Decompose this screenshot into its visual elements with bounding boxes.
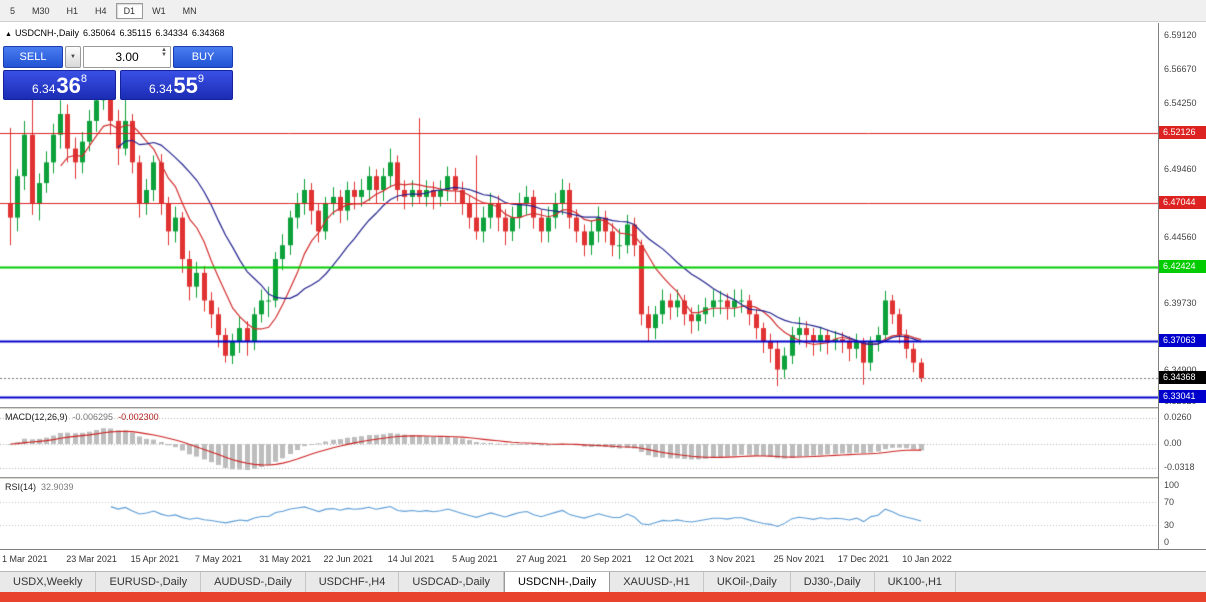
chart-tab-eurusd-daily[interactable]: EURUSD-,Daily [96, 572, 202, 592]
timeframe-button-mn[interactable]: MN [182, 5, 197, 16]
chart-tab-usdx-weekly[interactable]: USDX,Weekly [0, 572, 97, 592]
rsi-axis-label: 30 [1164, 519, 1175, 530]
ohlc-close: 6.34368 [191, 28, 225, 38]
price-axis-label: 6.54250 [1164, 97, 1197, 108]
chart-tab-xauusd-h1[interactable]: XAUUSD-,H1 [610, 572, 704, 592]
chart-tab-usdchf-h4[interactable]: USDCHF-,H4 [306, 572, 400, 592]
date-axis-label: 31 May 2021 [259, 554, 312, 564]
rsi-axis-label: 70 [1164, 497, 1175, 508]
chart-tab-usdcnh-daily[interactable]: USDCNH-,Daily [503, 572, 611, 592]
price-axis-label: 6.39730 [1164, 298, 1197, 309]
date-axis-label: 12 Oct 2021 [645, 554, 695, 564]
ohlc-high: 6.35115 [119, 28, 152, 38]
rsi-indicator-canvas[interactable] [0, 480, 1158, 549]
sell-price-base: 6.34 [32, 81, 56, 96]
price-axis-label: 6.59120 [1164, 30, 1197, 41]
price-axis-label: 6.49460 [1164, 163, 1197, 174]
timeframe-button-h4[interactable]: H4 [95, 5, 107, 16]
sell-price-pipette: 8 [80, 73, 87, 85]
one-click-trading-panel: SELL ▼ 3.00 ▲ ▼ BUY 6.34 36 8 6.34 55 9 [3, 46, 233, 100]
timeframe-button-h1[interactable]: H1 [66, 5, 79, 16]
volume-spinner[interactable]: ▲ ▼ [161, 47, 167, 59]
date-axis-label: 27 Aug 2021 [516, 554, 567, 564]
timeframe-button-5[interactable]: 5 [10, 5, 16, 16]
ohlc-low: 6.34334 [155, 28, 188, 38]
rsi-axis-label: 100 [1164, 480, 1180, 490]
chart-tab-dj30-daily[interactable]: DJ30-,Daily [791, 572, 875, 592]
macd-label: MACD(12,26,9) -0.006295 -0.002300 [5, 412, 159, 422]
date-axis-label: 20 Sep 2021 [580, 554, 632, 564]
date-axis-label: 3 Nov 2021 [709, 554, 756, 564]
bottom-alert-bar [0, 592, 1206, 602]
date-axis-label: 5 Aug 2021 [452, 554, 498, 564]
rsi-name: RSI(14) [5, 482, 37, 492]
date-axis-label: 15 Apr 2021 [130, 554, 180, 564]
timeframe-button-d1[interactable]: D1 [115, 2, 144, 19]
date-axis-label: 23 Mar 2021 [66, 554, 117, 564]
date-axis-label: 7 May 2021 [194, 554, 242, 564]
collapse-one-click-icon[interactable]: ▲ [5, 31, 12, 38]
timeframe-toolbar: 5 M30 H1 H4 D1 W1 MN [0, 0, 1206, 22]
buy-price-base: 6.34 [149, 81, 173, 96]
panel-separator[interactable] [0, 407, 1206, 410]
macd-value-signal: -0.002300 [118, 412, 159, 422]
chart-title: ▲ USDCNH-,Daily 6.35064 6.35115 6.34334 6.343… [5, 28, 228, 38]
sell-price-pips: 36 [56, 73, 81, 99]
timeframe-button-w1[interactable]: W1 [152, 5, 166, 16]
chart-tab-usdcad-daily[interactable]: USDCAD-,Daily [399, 572, 504, 592]
level-price-badge: 6.37063 [1159, 334, 1206, 348]
ohlc-open: 6.35064 [82, 28, 116, 38]
timeframe-button-m30[interactable]: M30 [32, 5, 50, 16]
date-axis-label: 14 Jul 2021 [387, 554, 435, 564]
level-price-badge: 6.52126 [1159, 126, 1206, 139]
buy-button[interactable]: BUY [173, 46, 233, 68]
macd-axis-label: -0.0318 [1164, 462, 1195, 472]
sell-price-panel[interactable]: 6.34 36 8 [3, 70, 116, 100]
chart-symbol-period: USDCNH-,Daily [14, 28, 79, 38]
chart-tab-audusd-daily[interactable]: AUDUSD-,Daily [201, 572, 306, 592]
macd-value-main: -0.006295 [72, 412, 114, 422]
current-price-badge: 6.34368 [1159, 371, 1206, 385]
chart-tabs-bar: USDX,Weekly EURUSD-,Daily AUDUSD-,Daily USD… [0, 571, 1206, 592]
date-axis-label: 17 Dec 2021 [837, 554, 889, 564]
buy-price-pipette: 9 [197, 73, 204, 85]
macd-axis-label: 0.0260 [1164, 412, 1192, 422]
date-axis-label: 10 Jan 2022 [902, 554, 952, 564]
date-axis-label: 1 Mar 2021 [2, 554, 48, 564]
spin-down-icon[interactable]: ▼ [161, 52, 167, 59]
volume-input[interactable]: 3.00 ▲ ▼ [83, 46, 171, 68]
buy-price-pips: 55 [173, 73, 198, 99]
rsi-axis-label: 0 [1164, 537, 1170, 547]
level-price-badge: 6.47044 [1159, 196, 1206, 210]
date-axis: 1 Mar 2021 23 Mar 2021 15 Apr 2021 7 May 20… [0, 549, 1206, 571]
panel-separator[interactable] [0, 477, 1206, 480]
macd-indicator-canvas[interactable] [0, 410, 1158, 477]
level-price-badge: 6.42424 [1159, 260, 1206, 273]
rsi-label: RSI(14) 32.9039 [5, 482, 74, 492]
chart-tab-ukoil-daily[interactable]: UKOil-,Daily [704, 572, 791, 592]
price-axis-label: 6.56670 [1164, 64, 1197, 75]
macd-axis-label: 0.00 [1164, 438, 1182, 448]
level-price-badge: 6.33041 [1159, 389, 1206, 403]
volume-dropdown-button[interactable]: ▼ [65, 46, 81, 68]
price-axis-label: 6.34900 [1164, 364, 1197, 375]
date-axis-label: 22 Jun 2021 [323, 554, 374, 564]
volume-value: 3.00 [115, 50, 139, 64]
price-axis: 6.591206.566706.542506.519106.494606.445… [1158, 23, 1206, 549]
price-axis-label: 6.44560 [1164, 231, 1197, 242]
sell-button[interactable]: SELL [3, 46, 63, 68]
buy-price-panel[interactable]: 6.34 55 9 [120, 70, 233, 100]
rsi-value: 32.9039 [41, 482, 74, 492]
spin-up-icon[interactable]: ▲ [161, 47, 167, 53]
macd-name: MACD(12,26,9) [5, 412, 68, 422]
date-axis-label: 25 Nov 2021 [773, 554, 825, 564]
chart-tab-uk100-h1[interactable]: UK100-,H1 [875, 572, 957, 592]
